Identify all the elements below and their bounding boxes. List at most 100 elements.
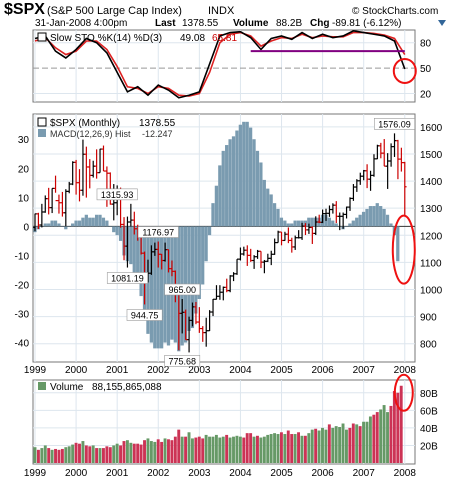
- volume-value: 88.2B: [276, 18, 302, 29]
- price-bar: [317, 214, 321, 224]
- macd-bar: [262, 179, 266, 227]
- macd-y-tick: 30: [18, 135, 30, 146]
- macd-bar: [129, 226, 133, 265]
- volume-bar: [242, 437, 246, 463]
- macd-bar: [276, 208, 280, 227]
- volume-bar: [170, 440, 174, 463]
- macd-bar: [327, 217, 331, 227]
- price-bar: [153, 242, 157, 256]
- macd-bar: [57, 223, 61, 227]
- price-bar: [238, 247, 243, 261]
- volume-bar: [382, 405, 386, 463]
- volume-bar: [112, 445, 116, 463]
- x-tick-label-upper: 2000: [65, 365, 88, 376]
- macd-y-tick: -30: [15, 310, 30, 321]
- volume-bar: [190, 438, 194, 463]
- x-tick-label-upper: 2007: [353, 365, 376, 376]
- price-bar: [389, 143, 393, 167]
- x-tick-label-upper: 2004: [229, 365, 252, 376]
- volume-bar: [293, 434, 297, 463]
- price-annotations: 1315.93 1081.19 1176.97 944.75 965.00 775.68 1…: [96, 118, 416, 367]
- volume-bar: [321, 427, 324, 463]
- volume-bar: [283, 434, 287, 463]
- price-bar: [228, 275, 232, 293]
- macd-bar: [248, 127, 253, 227]
- price-y-tick: 1500: [420, 150, 443, 161]
- price-y-tick: 1300: [420, 204, 443, 215]
- macd-bar: [94, 214, 99, 227]
- price-bar: [218, 285, 222, 300]
- volume-total: 88,155,865,088: [92, 382, 162, 393]
- macd-bar: [194, 226, 198, 314]
- price-y-tick: 1000: [420, 286, 443, 297]
- price-y-tick: 1400: [420, 177, 443, 188]
- stochastic-k-line: [34, 30, 406, 99]
- price-bar: [166, 249, 171, 273]
- volume-bar: [262, 436, 266, 463]
- macd-bar: [214, 185, 219, 227]
- volume-bar: [386, 412, 389, 463]
- price-annotation-label: 1081.19: [111, 273, 144, 283]
- price-bar: [87, 159, 92, 189]
- price-bar: [255, 249, 260, 259]
- macd-bar: [372, 206, 376, 227]
- volume-bar: [101, 448, 105, 463]
- price-bar: [344, 206, 349, 219]
- price-bar: [204, 317, 209, 347]
- price-annotation-box: [106, 272, 148, 284]
- macd-bar: [108, 226, 112, 227]
- price-bar: [375, 144, 380, 160]
- price-annotation-label: 965.00: [168, 285, 196, 295]
- price-annotation: 965.00: [164, 283, 201, 296]
- volume-bar: [54, 448, 57, 463]
- volume-bar: [173, 436, 177, 463]
- price-bar: [262, 259, 267, 274]
- macd-bar: [139, 226, 143, 297]
- x-tick-label-lower: 2005: [270, 468, 293, 479]
- macd-bar: [190, 226, 195, 329]
- price-annotation-box: [96, 188, 138, 201]
- volume-bar: [310, 429, 314, 463]
- price-bar: [286, 227, 291, 244]
- price-bar: [67, 181, 72, 194]
- macd-bar: [307, 217, 311, 227]
- volume-bar: [136, 443, 140, 463]
- volume-bar: [365, 421, 369, 463]
- macd-bar: [279, 217, 284, 227]
- price-bar: [183, 309, 188, 341]
- price-bar: [50, 187, 54, 214]
- stochastic-k-value: 49.08: [180, 33, 205, 44]
- x-tick-label-upper: 2008: [394, 365, 417, 376]
- volume-bar: [232, 436, 235, 463]
- volume-bar: [47, 448, 51, 463]
- macd-y-tick: 0: [23, 222, 29, 233]
- price-bar: [337, 212, 342, 231]
- price-bar: [272, 238, 277, 255]
- volume-bar: [214, 434, 218, 463]
- macd-bar: [88, 217, 92, 227]
- price-bar: [399, 147, 404, 172]
- price-bar: [77, 169, 82, 202]
- macd-bar: [211, 203, 215, 227]
- volume-bar: [362, 421, 366, 463]
- macd-bar: [245, 121, 249, 227]
- price-bar: [368, 170, 373, 191]
- price-bar: [36, 212, 41, 230]
- macd-bar: [221, 150, 225, 227]
- volume-bar: [208, 436, 212, 463]
- price-annotation-label: 944.75: [131, 310, 159, 320]
- volume-bar: [177, 429, 181, 463]
- macd-bar: [118, 226, 123, 241]
- dropdown-arrow-icon[interactable]: [438, 20, 446, 26]
- price-annotation: 1081.19: [106, 272, 148, 284]
- stochastic-y-tick: 20: [420, 90, 432, 101]
- highlight-circles: [391, 57, 417, 412]
- price-bar: [98, 148, 102, 174]
- volume-bar: [225, 434, 229, 463]
- date: 31-Jan-2008 4:00pm: [35, 18, 127, 29]
- price-bar: [101, 145, 106, 172]
- volume-bar: [143, 440, 146, 463]
- macd-bar: [266, 188, 270, 227]
- macd-bar: [331, 220, 335, 227]
- macd-bar: [382, 208, 386, 227]
